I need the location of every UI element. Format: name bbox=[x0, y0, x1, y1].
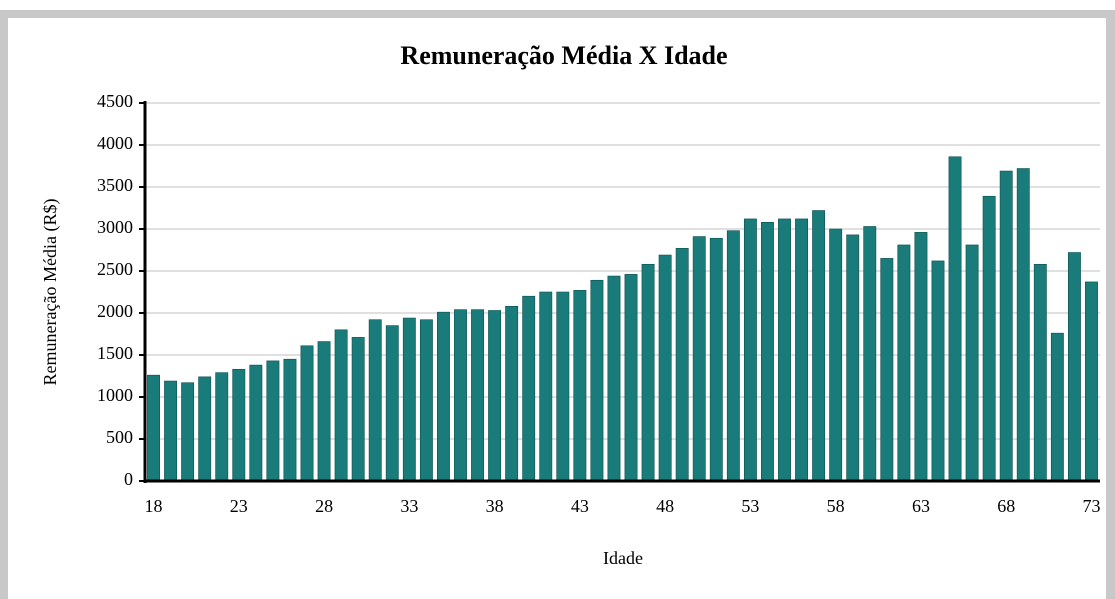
x-tick-label: 23 bbox=[230, 496, 248, 516]
bar bbox=[402, 317, 416, 482]
bar bbox=[1067, 252, 1081, 482]
bar bbox=[334, 329, 348, 482]
y-tick-label: 3500 bbox=[97, 175, 133, 195]
bar bbox=[522, 295, 536, 482]
x-tick-label: 68 bbox=[997, 496, 1015, 516]
x-tick-label: 48 bbox=[656, 496, 674, 516]
bar bbox=[181, 382, 195, 482]
y-tick-label: 3000 bbox=[97, 217, 133, 237]
x-tick-label: 73 bbox=[1082, 496, 1100, 516]
x-tick-label: 38 bbox=[486, 496, 504, 516]
bar bbox=[1050, 332, 1064, 482]
bar bbox=[624, 274, 638, 482]
bar bbox=[743, 218, 757, 482]
y-tick-label: 0 bbox=[124, 469, 133, 489]
bar bbox=[863, 226, 877, 482]
bar bbox=[351, 337, 365, 482]
bar bbox=[795, 218, 809, 482]
bar bbox=[198, 376, 212, 482]
bar bbox=[471, 309, 484, 482]
bar bbox=[675, 248, 689, 482]
x-tick-label: 63 bbox=[912, 496, 930, 516]
bar bbox=[385, 325, 399, 482]
bar bbox=[436, 311, 450, 482]
bar bbox=[573, 290, 587, 482]
y-axis-label: Remuneração Média (R$) bbox=[40, 199, 61, 386]
y-tick-label: 2500 bbox=[97, 259, 133, 279]
bar bbox=[761, 221, 774, 482]
bar bbox=[1085, 281, 1098, 482]
bar bbox=[965, 244, 979, 482]
x-tick-label: 43 bbox=[571, 496, 589, 516]
chart-title: Remuneração Média X Idade bbox=[400, 41, 727, 70]
bar bbox=[709, 237, 723, 482]
bar bbox=[829, 228, 843, 482]
bar bbox=[726, 230, 740, 482]
bar bbox=[897, 244, 911, 482]
bar bbox=[249, 364, 263, 482]
bar bbox=[931, 260, 945, 482]
bar bbox=[539, 291, 553, 482]
y-tick-label: 1500 bbox=[97, 343, 133, 363]
y-tick-label: 4000 bbox=[97, 133, 133, 153]
y-tick-label: 4500 bbox=[97, 91, 133, 111]
x-tick-label: 33 bbox=[400, 496, 418, 516]
bar bbox=[317, 341, 331, 482]
bar bbox=[641, 263, 655, 482]
bar bbox=[692, 236, 706, 482]
x-tick-label: 58 bbox=[827, 496, 845, 516]
bar bbox=[232, 368, 246, 482]
bar bbox=[300, 345, 314, 482]
x-tick-label: 53 bbox=[741, 496, 759, 516]
x-axis-label: Idade bbox=[603, 548, 643, 568]
bar bbox=[999, 170, 1013, 482]
bar bbox=[846, 234, 860, 482]
bar bbox=[419, 319, 433, 482]
bar bbox=[948, 156, 962, 482]
bar bbox=[812, 210, 826, 482]
bar bbox=[215, 372, 229, 482]
bar bbox=[590, 279, 604, 482]
bar bbox=[454, 309, 467, 482]
bar bbox=[778, 218, 791, 482]
bar bbox=[164, 380, 178, 482]
bar bbox=[982, 195, 996, 482]
bar bbox=[147, 374, 160, 482]
y-tick-label: 500 bbox=[106, 427, 133, 447]
bar bbox=[266, 360, 280, 482]
x-tick-label: 28 bbox=[315, 496, 333, 516]
bar bbox=[368, 319, 382, 482]
bar bbox=[488, 310, 502, 482]
y-tick-label: 1000 bbox=[97, 385, 133, 405]
y-tick-label: 2000 bbox=[97, 301, 133, 321]
bar bbox=[914, 232, 928, 482]
bar bbox=[607, 275, 621, 482]
bar bbox=[658, 254, 672, 482]
bar bbox=[1016, 168, 1030, 482]
bar bbox=[556, 291, 570, 482]
bar bbox=[880, 258, 894, 482]
x-tick-label: 18 bbox=[145, 496, 163, 516]
bar bbox=[505, 305, 519, 482]
bar bbox=[283, 358, 297, 482]
bar bbox=[1033, 263, 1047, 482]
